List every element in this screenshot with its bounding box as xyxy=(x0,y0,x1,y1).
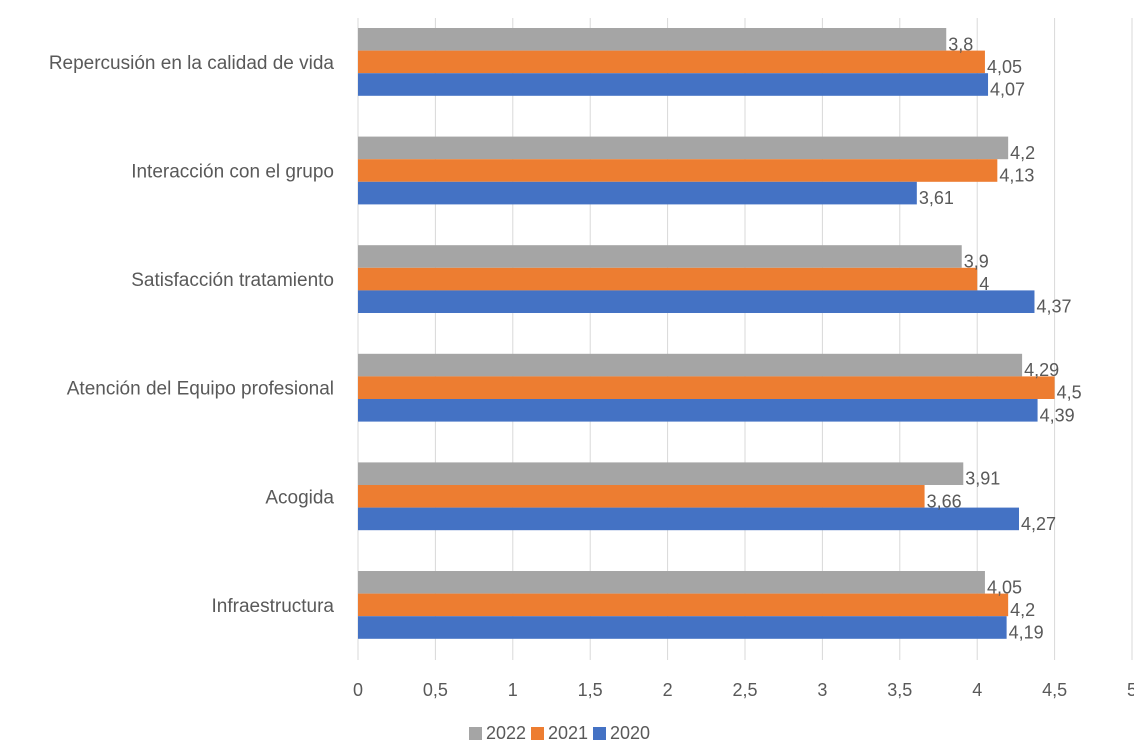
x-tick-label: 0 xyxy=(353,680,363,700)
x-tick-label: 4,5 xyxy=(1042,680,1067,700)
category-label: Atención del Equipo profesional xyxy=(67,379,334,400)
category-label: Repercusión en la calidad de vida xyxy=(49,53,335,74)
legend-swatch-2021 xyxy=(531,727,544,740)
data-label-2021-1: 4,13 xyxy=(999,166,1034,186)
x-tick-label: 1 xyxy=(508,680,518,700)
bar-2020-5 xyxy=(358,616,1007,639)
legend-label-2020: 2020 xyxy=(610,723,650,743)
data-label-2021-0: 4,05 xyxy=(987,57,1022,77)
bar-2022-4 xyxy=(358,462,964,485)
category-label: Interacción con el grupo xyxy=(131,162,334,183)
legend-label-2022: 2022 xyxy=(486,723,526,743)
data-label-2021-5: 4,2 xyxy=(1010,600,1035,620)
bar-2022-0 xyxy=(358,28,947,51)
data-label-2020-4: 4,27 xyxy=(1021,514,1056,534)
legend-swatch-2022 xyxy=(469,727,482,740)
data-label-2020-5: 4,19 xyxy=(1009,623,1044,643)
data-label-2022-5: 4,05 xyxy=(987,577,1022,597)
bars-layer xyxy=(358,28,1055,639)
x-tick-label: 3,5 xyxy=(887,680,912,700)
x-tick-label: 4 xyxy=(972,680,982,700)
bar-2021-4 xyxy=(358,485,925,508)
bar-2022-2 xyxy=(358,245,962,268)
data-label-2022-4: 3,91 xyxy=(965,469,1000,489)
data-label-2020-2: 4,37 xyxy=(1036,297,1071,317)
bar-2021-2 xyxy=(358,267,978,291)
bar-2020-0 xyxy=(358,73,989,96)
data-label-2022-3: 4,29 xyxy=(1024,360,1059,380)
grid-layer xyxy=(357,18,1133,660)
data-label-2022-2: 3,9 xyxy=(964,252,989,272)
data-label-2021-2: 4 xyxy=(979,274,989,294)
bar-2020-1 xyxy=(358,181,917,205)
bar-2021-3 xyxy=(358,376,1055,399)
x-tick-label: 3 xyxy=(817,680,827,700)
bar-2021-1 xyxy=(358,159,998,182)
legend-label-2021: 2021 xyxy=(548,723,588,743)
category-label: Acogida xyxy=(265,487,334,508)
legend-swatch-2020 xyxy=(593,727,606,740)
category-label: Satisfacción tratamiento xyxy=(131,270,334,291)
bar-2021-0 xyxy=(358,50,985,74)
x-tick-label: 2,5 xyxy=(732,680,757,700)
legend: 2022 2021 2020 xyxy=(469,723,650,743)
labels-layer: 0 0,5 1 1,5 2 2,5 3 3,5 4 4,5 5 3,8 4,05 4,07 Repercus… xyxy=(49,34,1134,700)
bar-2020-2 xyxy=(358,290,1035,313)
category-label: Infraestructura xyxy=(212,596,335,617)
x-tick-label: 5 xyxy=(1127,680,1134,700)
data-label-2022-0: 3,8 xyxy=(948,34,973,54)
x-tick-label: 1,5 xyxy=(578,680,603,700)
bar-2022-5 xyxy=(358,571,985,594)
x-tick-label: 0,5 xyxy=(423,680,448,700)
bar-2020-3 xyxy=(358,399,1038,422)
data-label-2020-1: 3,61 xyxy=(919,188,954,208)
bar-2022-1 xyxy=(358,136,1009,160)
x-tick-label: 2 xyxy=(663,680,673,700)
bar-2020-4 xyxy=(358,507,1019,531)
data-label-2022-1: 4,2 xyxy=(1010,143,1035,163)
data-label-2021-3: 4,5 xyxy=(1057,383,1082,403)
data-label-2020-3: 4,39 xyxy=(1040,405,1075,425)
bar-2021-5 xyxy=(358,593,1009,617)
data-label-2021-4: 3,66 xyxy=(927,491,962,511)
data-label-2020-0: 4,07 xyxy=(990,80,1025,100)
bar-2022-3 xyxy=(358,353,1023,377)
